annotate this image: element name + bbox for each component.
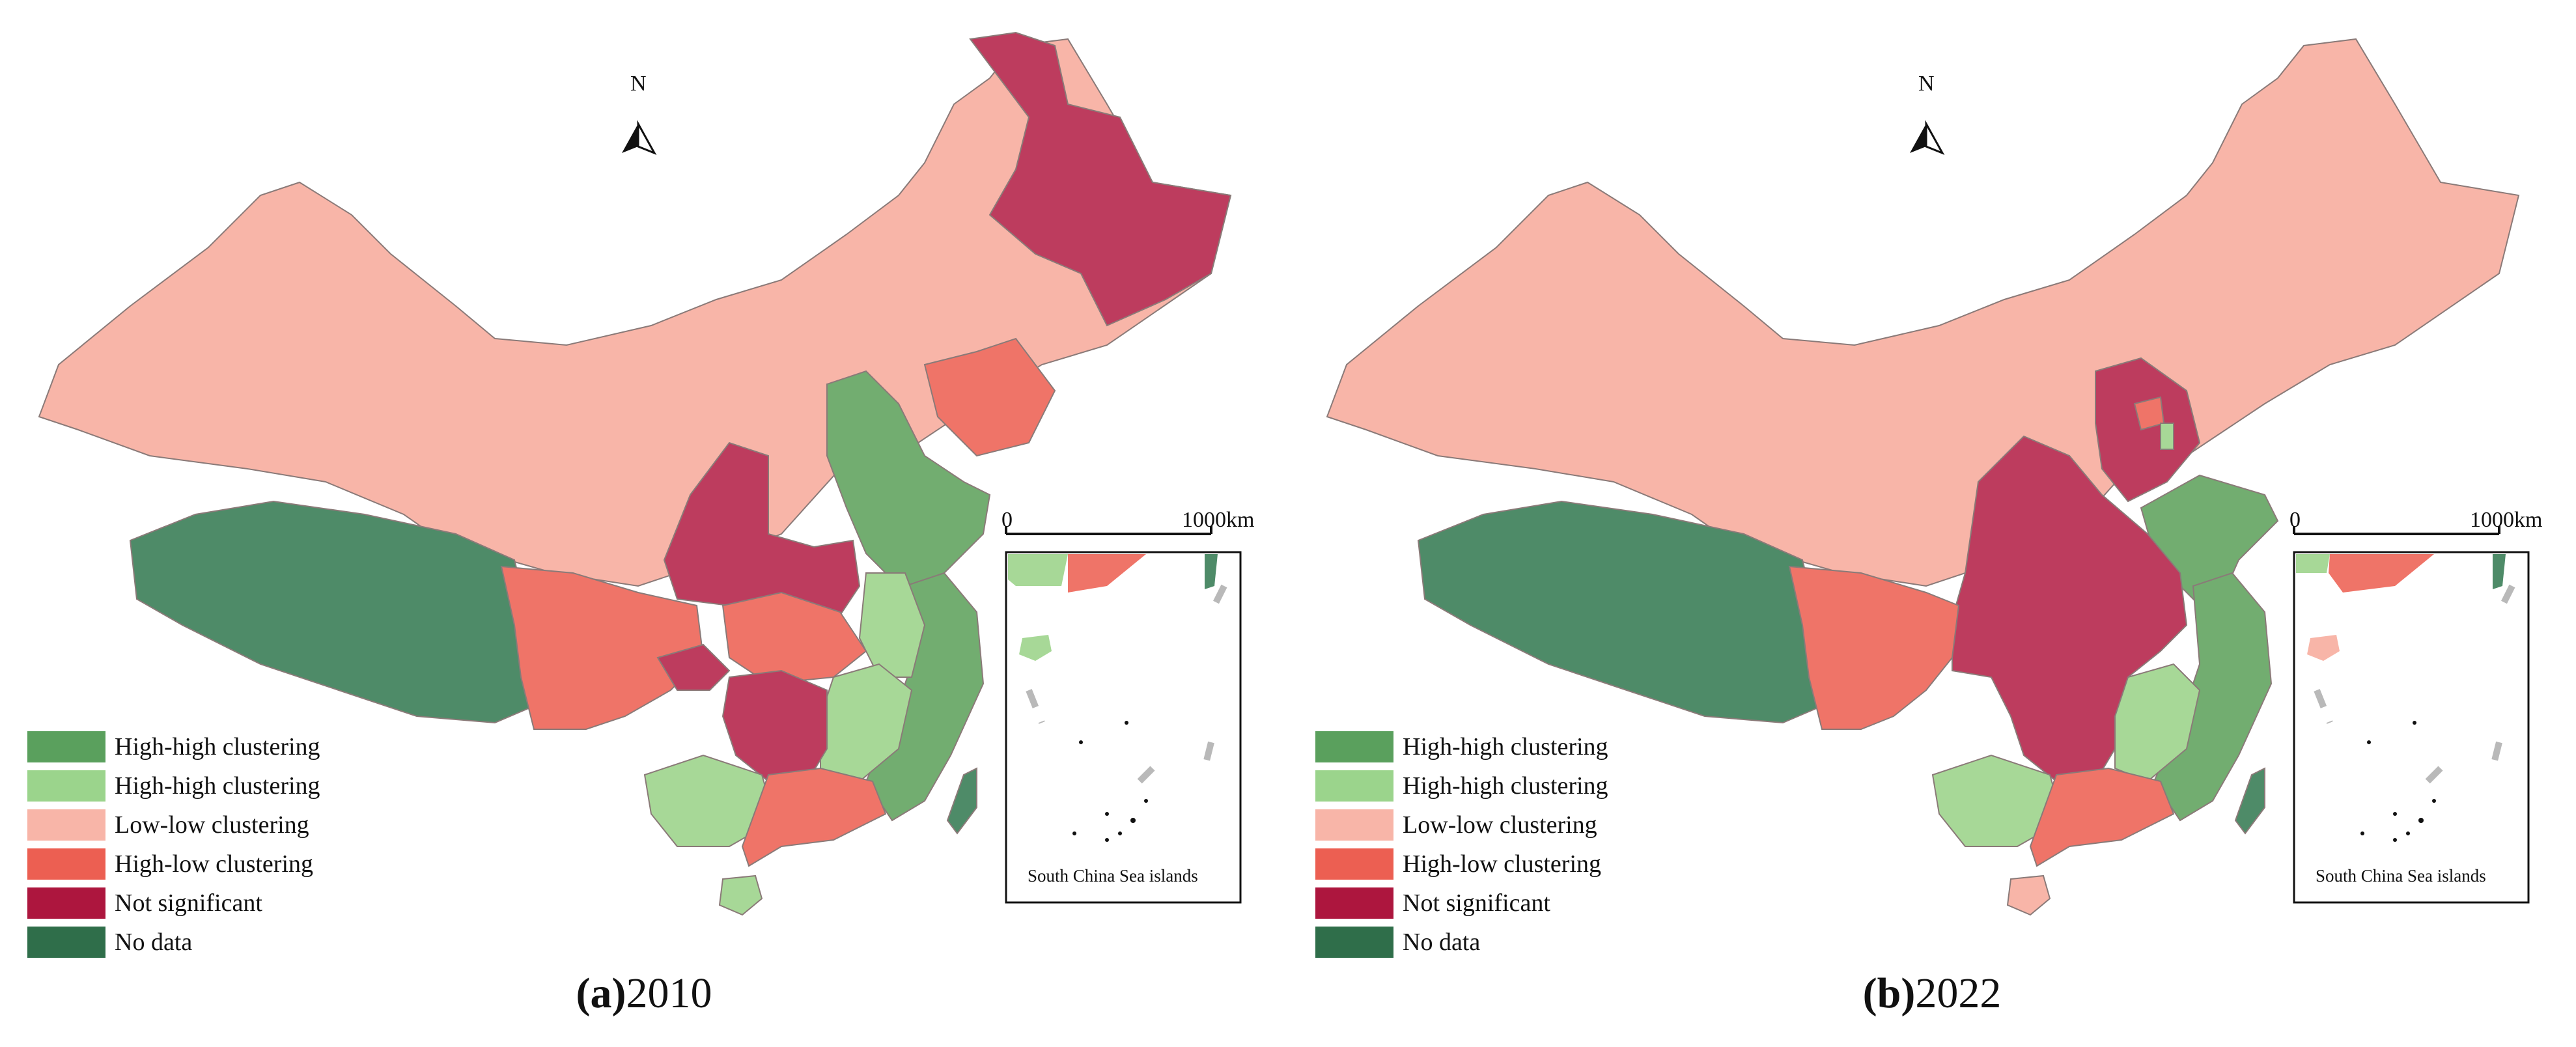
scale-bar (2293, 526, 2500, 535)
legend-item: High-low clustering (1315, 845, 1608, 884)
inset-taiwan (2493, 554, 2506, 589)
legend-swatch (1315, 887, 1393, 919)
region-northeast (969, 31, 1232, 327)
region-hainan (2006, 874, 2051, 916)
legend-label: High-high clustering (1403, 733, 1608, 761)
inset-hainan (1019, 635, 1052, 661)
region-hubei (721, 591, 867, 685)
legend-swatch (27, 848, 105, 880)
panel-letter: (a) (576, 970, 626, 1017)
region-guangdong (2029, 767, 2175, 867)
legend-label: High-low clustering (115, 850, 314, 878)
legend-swatch (27, 809, 105, 841)
panel-caption: (a)2010 (0, 969, 1288, 1018)
china-map-2010 (38, 31, 1242, 916)
region-lowlow-base (1326, 38, 2520, 587)
region-hunan (721, 669, 828, 782)
legend-swatch (27, 731, 105, 762)
region-sichuan (1788, 565, 1960, 730)
scale-end-label: 1000km (2470, 508, 2543, 532)
map-panel-2010: 0 1000km South China Sea islands N High-… (0, 31, 1288, 1018)
region-jiangxi (2114, 663, 2201, 783)
region-taiwan (946, 767, 977, 835)
inset-frame (2293, 551, 2530, 904)
region-chongqing (656, 643, 731, 691)
region-anhui (858, 572, 926, 678)
legend-item: High-low clustering (27, 845, 320, 884)
inset-frame (1005, 551, 1242, 904)
scale-bar (1005, 526, 1212, 535)
legend-label: Not significant (115, 889, 262, 917)
inset-title: South China Sea islands (1028, 866, 1198, 886)
legend-swatch (1315, 731, 1393, 762)
legend-swatch (27, 887, 105, 919)
region-north-ns (2095, 357, 2201, 503)
inset-dashline (1026, 584, 1227, 784)
legend-label: High-high clustering (115, 772, 320, 800)
legend-swatch (1315, 848, 1393, 880)
inset-coast-red (1068, 554, 1146, 593)
panel-year: 2022 (1915, 970, 2002, 1017)
legend-label: High-high clustering (1403, 772, 1608, 800)
inset-hainan (2307, 635, 2340, 661)
legend-swatch (1315, 927, 1393, 958)
legend-label: No data (1403, 928, 1481, 956)
north-label: N (630, 72, 647, 96)
region-taiwan (2234, 767, 2265, 835)
legend-item: High-high clustering (27, 766, 320, 805)
legend-swatch (1315, 770, 1393, 802)
legend-swatch (27, 927, 105, 958)
map-panel-2022: 0 1000km South China Sea islands N High-… (1288, 0, 2576, 1047)
inset-coast-green (2296, 554, 2330, 573)
inset-islands (2360, 721, 2436, 842)
legend-label: Low-low clustering (115, 811, 309, 839)
legend-label: Not significant (1403, 889, 1550, 917)
region-hainan (718, 874, 763, 916)
scale-start-label: 0 (1001, 508, 1013, 532)
inset-islands (1072, 721, 1148, 842)
legend-item: Not significant (27, 884, 320, 923)
region-sichuan (500, 565, 705, 730)
inset-title: South China Sea islands (2316, 866, 2486, 886)
legend-label: No data (115, 928, 193, 956)
region-liaoning (923, 337, 1056, 457)
north-arrow-icon (1910, 120, 1945, 155)
panel-year: 2010 (626, 970, 712, 1017)
legend-item: Not significant (1315, 884, 1608, 923)
legend-swatch (1315, 809, 1393, 841)
legend-item: High-high clustering (27, 727, 320, 766)
legend-item: High-high clustering (1315, 727, 1608, 766)
inset-coast-green (1008, 554, 1068, 586)
inset-coast-red (2329, 554, 2434, 593)
legend-label: Low-low clustering (1403, 811, 1597, 839)
legend-item: Low-low clustering (27, 805, 320, 845)
legend-label: High-high clustering (115, 733, 320, 761)
legend-item: No data (1315, 923, 1608, 962)
legend-item: Low-low clustering (1315, 805, 1608, 845)
legend-item: No data (27, 923, 320, 962)
inset-taiwan (1205, 554, 1218, 589)
legend-item: High-high clustering (1315, 766, 1608, 805)
region-east-hh (826, 370, 991, 620)
legend-swatch (27, 770, 105, 802)
north-label: N (1918, 72, 1935, 96)
legend: High-high clustering High-high clusterin… (27, 727, 320, 962)
panel-caption: (b)2022 (1288, 969, 2576, 1018)
inset-dashline (2314, 584, 2515, 784)
region-central-ns (663, 441, 861, 626)
scale-end-label: 1000km (1182, 508, 1255, 532)
legend: High-high clustering High-high clusterin… (1315, 727, 1608, 962)
scale-start-label: 0 (2289, 508, 2301, 532)
region-beijing-green (2160, 423, 2174, 450)
panel-letter: (b) (1862, 970, 1916, 1017)
legend-label: High-low clustering (1403, 850, 1602, 878)
north-arrow-icon (622, 120, 657, 155)
region-guangdong (741, 767, 887, 867)
china-map-2022 (1326, 38, 2530, 916)
